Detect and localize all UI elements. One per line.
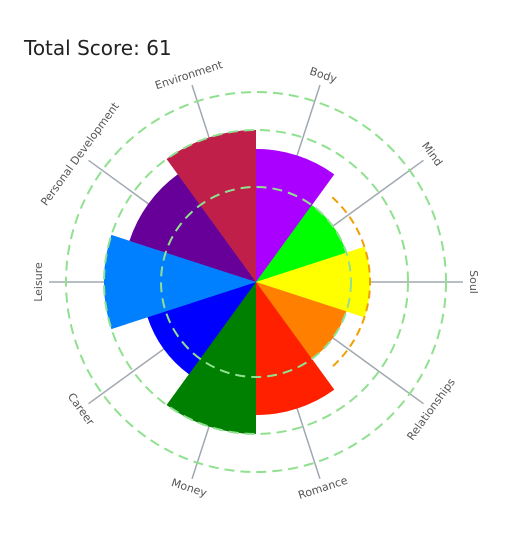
label-personal-development: Personal Development bbox=[38, 99, 122, 208]
wedge-overlay-relationships bbox=[256, 282, 347, 359]
label-body: Body bbox=[308, 65, 339, 86]
wedge-overlay-soul bbox=[256, 246, 370, 318]
label-relationships: Relationships bbox=[404, 376, 458, 443]
wedge-overlay-career bbox=[147, 282, 256, 375]
label-leisure: Leisure bbox=[32, 262, 45, 302]
ring-10 bbox=[65, 91, 447, 473]
wedge-overlay-leisure bbox=[104, 235, 257, 329]
label-romance: Romance bbox=[297, 474, 350, 502]
ring-5 bbox=[160, 186, 352, 378]
total-score-label: Total Score: bbox=[24, 36, 140, 60]
wedge-overlay-mind bbox=[256, 205, 347, 282]
label-mind: Mind bbox=[419, 140, 445, 169]
highlight-arc bbox=[331, 196, 371, 368]
label-money: Money bbox=[170, 476, 209, 500]
label-soul: Soul bbox=[467, 270, 480, 294]
label-environment: Environment bbox=[153, 58, 224, 92]
wedge-overlay-environment bbox=[166, 130, 256, 282]
label-career: Career bbox=[65, 391, 97, 429]
total-score-value: 61 bbox=[146, 36, 172, 60]
wedge-overlay-personal-development bbox=[129, 174, 256, 282]
wedge-overlay-body bbox=[256, 149, 335, 282]
ring-8 bbox=[103, 129, 409, 435]
wedge-overlay-money bbox=[166, 282, 256, 434]
total-score: Total Score: 61 bbox=[24, 36, 172, 60]
wedge-overlay-romance bbox=[256, 282, 335, 415]
